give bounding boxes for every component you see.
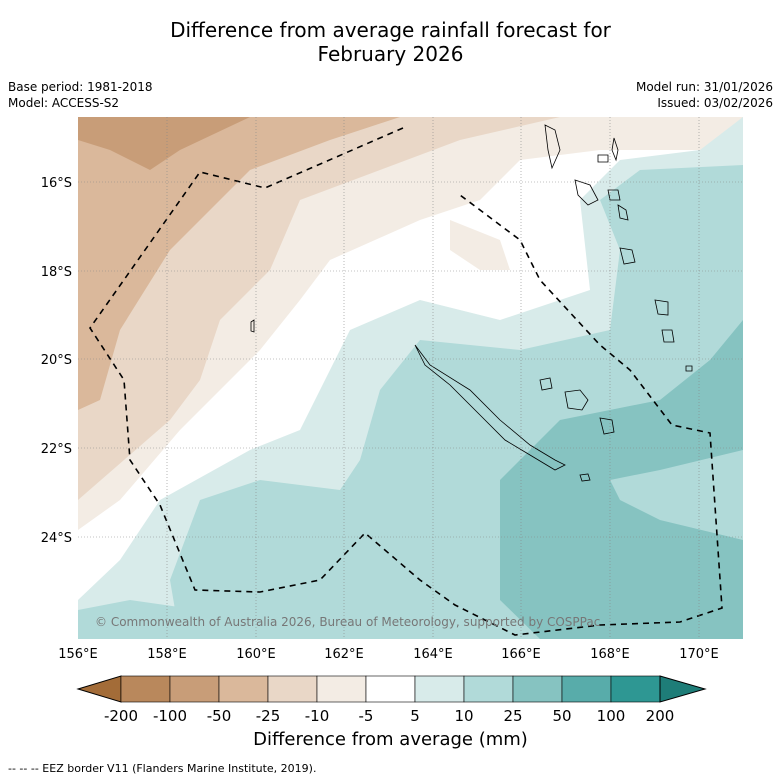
vanuatu-island-epi (617, 204, 629, 221)
new-caledonia-island (414, 344, 566, 471)
lat-label: 20°S (41, 353, 72, 368)
colorbar-segment (561, 675, 612, 703)
copyright-notice: © Commonwealth of Australia 2026, Bureau… (95, 615, 600, 629)
lon-label: 168°E (590, 647, 630, 662)
dry-50-area (78, 117, 250, 170)
model-run: Model run: 31/01/2026 (635, 80, 773, 94)
colorbar-tick-label: -25 (256, 707, 281, 725)
lon-label: 164°E (413, 647, 453, 662)
lon-axis-labels: 156°E 158°E 160°E 162°E 164°E 166°E 168°… (58, 647, 719, 662)
colorbar-segment (610, 675, 661, 703)
wet-patch-southwest (78, 600, 240, 639)
lon-label: 162°E (324, 647, 364, 662)
colorbar-tick-label: 5 (410, 707, 420, 725)
lon-label: 158°E (147, 647, 187, 662)
loyalty-island-lifou (564, 389, 589, 411)
colorbar-title: Difference from average (mm) (253, 729, 528, 750)
lat-label: 24°S (41, 531, 72, 546)
vanuatu-island-ambrym (607, 189, 621, 201)
lon-label: 166°E (501, 647, 541, 662)
issued-date: Issued: 03/02/2026 (657, 96, 773, 110)
colorbar-segment (267, 675, 318, 703)
dry-patch-east (450, 220, 510, 270)
vanuatu-island-espiritu-santo (544, 124, 561, 170)
colorbar-tick-label: -5 (359, 707, 374, 725)
colorbar-segment (120, 675, 171, 703)
lat-axis-labels: 16°S 18°S 20°S 22°S 24°S (41, 176, 72, 546)
base-period: Base period: 1981-2018 (8, 80, 153, 94)
colorbar-segment (169, 675, 220, 703)
vanuatu-island-erromango (654, 299, 669, 316)
colorbar-segment (316, 675, 367, 703)
colorbar-extend-low (76, 675, 122, 703)
lat-label: 18°S (41, 265, 72, 280)
colorbar-segment (512, 675, 563, 703)
colorbar-tick-label: -50 (207, 707, 232, 725)
colorbar-extend-high (659, 675, 707, 703)
colorbar-tick-label: 25 (503, 707, 522, 725)
meta-right: Model run: 31/01/2026 Issued: 03/02/2026 (636, 79, 773, 111)
gridlines (78, 117, 743, 639)
lat-label: 22°S (41, 442, 72, 457)
eez-border (89, 127, 723, 636)
wet-patch-east (610, 450, 743, 540)
vanuatu-island-maewo (611, 137, 619, 162)
colorbar-tick-label: 100 (597, 707, 626, 725)
colorbar-segment (463, 675, 514, 703)
dry-25-area (78, 117, 400, 410)
colorbar-segment (365, 675, 416, 703)
lat-label: 16°S (41, 176, 72, 191)
loyalty-island-maré (579, 473, 591, 482)
title-line-2: February 2026 (317, 42, 464, 66)
colorbar-tick-label: 200 (646, 707, 675, 725)
vanuatu-island-aneityum (685, 365, 693, 372)
loyalty-island-ouvea (539, 377, 553, 391)
vanuatu-island-tanna (661, 329, 675, 343)
colorbar: -200 -100 -50 -25 -10 -5 5 10 25 50 100 200 (76, 675, 707, 725)
colorbar-tick-label: 10 (454, 707, 473, 725)
colorbar-segment (414, 675, 465, 703)
vanuatu-island-malakula (574, 179, 599, 206)
model-name: Model: ACCESS-S2 (8, 96, 120, 110)
vanuatu-island-efate (619, 247, 636, 265)
rainfall-anomaly-field (78, 117, 743, 639)
meta-left: Base period: 1981-2018 Model: ACCESS-S2 (8, 79, 153, 111)
chesterfield-reef (250, 319, 255, 333)
lon-label: 156°E (58, 647, 98, 662)
colorbar-tick-label: -200 (104, 707, 138, 725)
vanuatu-island-ambae (597, 154, 609, 163)
map-title: Difference from average rainfall forecas… (0, 18, 781, 66)
title-line-1: Difference from average rainfall forecas… (170, 18, 611, 42)
colorbar-segment (218, 675, 269, 703)
colorbar-tick-label: -10 (305, 707, 330, 725)
colorbar-tick-label: -100 (153, 707, 187, 725)
eez-footnote: -- -- -- EEZ border V11 (Flanders Marine… (8, 762, 317, 775)
lon-label: 170°E (679, 647, 719, 662)
loyalty-island-tiga (599, 417, 615, 435)
lon-label: 160°E (236, 647, 276, 662)
colorbar-tick-label: 50 (552, 707, 571, 725)
